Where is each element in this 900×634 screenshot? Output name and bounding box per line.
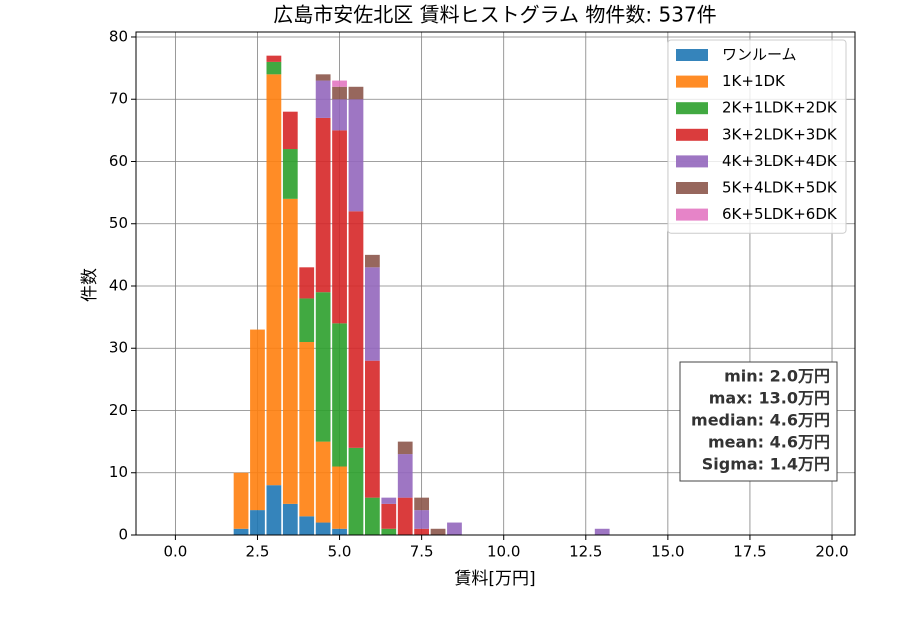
x-tick-label: 2.5 [246, 543, 270, 561]
y-tick-label: 20 [109, 401, 128, 419]
histogram-bar [364, 254, 380, 268]
histogram-bar [332, 323, 347, 467]
histogram-bar [299, 342, 315, 517]
histogram-bar [266, 485, 282, 535]
legend-swatch [676, 155, 708, 168]
histogram-bar [315, 117, 331, 293]
histogram-bar [332, 86, 347, 100]
histogram-bar [282, 503, 298, 535]
legend-label: 2K+1LDK+2DK [722, 99, 838, 117]
legend: ワンルーム 1K+1DK 2K+1LDK+2DK 3K+2LDK+3DK 4K+3LDK… [667, 39, 847, 234]
histogram-bar [430, 528, 446, 535]
histogram-bar [381, 528, 397, 535]
histogram-bar [266, 55, 282, 62]
legend-swatch [676, 182, 708, 194]
legend-label: ワンルーム [722, 46, 797, 64]
x-tick-label: 0.0 [163, 543, 187, 561]
y-tick-label: 70 [109, 90, 128, 108]
legend-label: 5K+4LDK+5DK [722, 179, 838, 197]
x-tick-label: 17.5 [733, 543, 766, 561]
histogram-bar [414, 510, 430, 529]
y-tick-label: 10 [109, 463, 128, 481]
histogram-bar [397, 441, 413, 455]
x-tick-label: 12.5 [569, 543, 602, 561]
histogram-bar [332, 99, 347, 131]
y-tick-label: 0 [118, 526, 128, 544]
histogram-bar [348, 447, 364, 535]
x-axis-label: 賃料[万円] [454, 569, 535, 589]
legend-swatch [676, 208, 708, 221]
histogram-bar [266, 74, 282, 486]
x-tick-label: 10.0 [487, 543, 520, 561]
histogram-bar [282, 149, 298, 199]
y-axis-label: 件数 [80, 268, 100, 302]
histogram-bar [348, 211, 364, 448]
histogram-bar [299, 516, 315, 535]
legend-label: 1K+1DK [722, 72, 786, 90]
histogram-bar [348, 99, 364, 212]
legend-swatch [676, 102, 708, 115]
histogram-bar [266, 61, 282, 75]
histogram-bar [299, 298, 315, 343]
y-tick-label: 80 [109, 27, 128, 45]
stats-frame [679, 361, 838, 482]
legend-label: 6K+5LDK+6DK [722, 205, 838, 223]
histogram-bar [447, 522, 462, 535]
y-tick-label: 60 [109, 152, 128, 170]
stats-box: min: 2.0万円 max: 13.0万円 median: 4.6万円 mean: … [679, 361, 838, 482]
y-tick-label: 50 [109, 214, 128, 232]
histogram-bar [233, 528, 249, 535]
histogram-bar [315, 74, 331, 81]
y-tick-label: 30 [109, 339, 128, 357]
y-tick-label: 40 [109, 276, 128, 294]
x-tick-label: 20.0 [815, 543, 848, 561]
histogram-bar [414, 497, 430, 511]
histogram-bar [381, 503, 397, 529]
histogram-bar [332, 466, 347, 529]
histogram-bar [364, 267, 380, 361]
histogram-bar [315, 522, 331, 535]
histogram-bar [332, 130, 347, 324]
legend-swatch [676, 75, 708, 88]
legend-label: 4K+3LDK+4DK [722, 152, 838, 170]
histogram-bar [594, 528, 610, 535]
histogram-bar [397, 497, 413, 535]
stats-line: max: 13.0万円 [709, 389, 830, 408]
histogram-bar [364, 360, 380, 498]
histogram-bar [381, 497, 397, 504]
histogram-bar [250, 510, 265, 535]
stats-line: Sigma: 1.4万円 [702, 455, 830, 474]
x-tick-label: 15.0 [651, 543, 684, 561]
histogram-bar [315, 292, 331, 442]
histogram-bar [282, 198, 298, 504]
histogram-bar [348, 86, 364, 100]
x-tick-label: 5.0 [328, 543, 352, 561]
histogram-bar [299, 267, 315, 299]
legend-swatch [676, 49, 708, 61]
histogram-bar [233, 472, 249, 529]
histogram-bar [315, 441, 331, 523]
legend-swatch [676, 128, 708, 141]
histogram-bar [414, 528, 430, 535]
histogram-bar [250, 329, 265, 511]
stats-line: mean: 4.6万円 [708, 433, 830, 452]
x-tick-label: 7.5 [410, 543, 434, 561]
histogram-bar [332, 80, 347, 87]
plot-frame [135, 31, 856, 536]
legend-label: 3K+2LDK+3DK [722, 125, 838, 143]
stats-line: median: 4.6万円 [691, 411, 830, 430]
histogram-bar [364, 497, 380, 535]
histogram-bar [397, 454, 413, 498]
stats-line: min: 2.0万円 [724, 367, 830, 386]
histogram-bar [282, 111, 298, 150]
chart-title: 広島市安佐北区 賃料ヒストグラム 物件数: 537件 [273, 3, 716, 27]
histogram-bar [315, 80, 331, 118]
legend-box [667, 39, 847, 234]
histogram-bar [332, 528, 347, 535]
